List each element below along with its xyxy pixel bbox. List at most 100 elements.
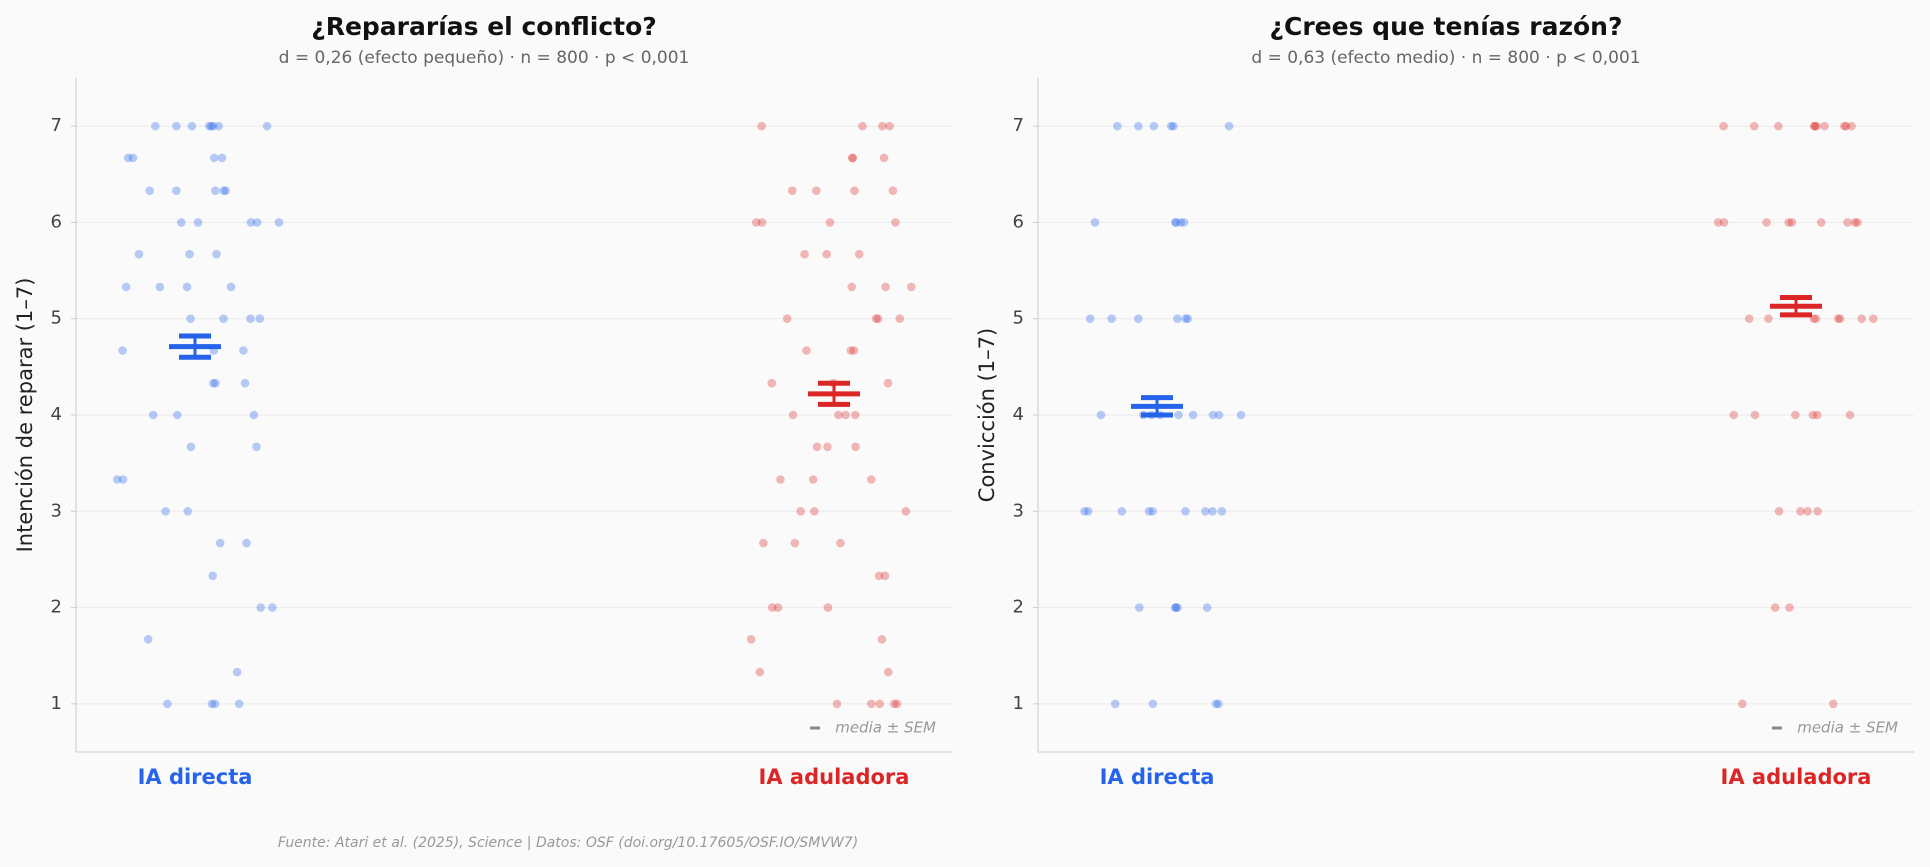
y-tick-label: 1 bbox=[1013, 693, 1024, 714]
data-point bbox=[217, 153, 227, 163]
data-point bbox=[800, 249, 809, 259]
data-point bbox=[145, 186, 154, 195]
data-point bbox=[746, 635, 756, 644]
data-point bbox=[186, 314, 195, 324]
data-point bbox=[118, 475, 128, 484]
data-point bbox=[891, 218, 900, 227]
data-point bbox=[841, 410, 850, 420]
data-point bbox=[848, 153, 858, 163]
data-point bbox=[866, 699, 876, 709]
data-point bbox=[249, 410, 259, 420]
data-point bbox=[1183, 314, 1193, 324]
data-point bbox=[163, 699, 172, 709]
data-point bbox=[219, 314, 228, 324]
data-point bbox=[1774, 506, 1784, 516]
legend-label: media ± SEM bbox=[835, 719, 936, 737]
data-point bbox=[1796, 506, 1805, 516]
y-tick-label: 6 bbox=[51, 211, 62, 232]
data-point bbox=[1840, 121, 1849, 131]
data-point bbox=[1171, 218, 1181, 227]
data-point bbox=[256, 603, 266, 612]
data-point bbox=[875, 699, 885, 709]
data-point bbox=[252, 442, 261, 452]
data-point bbox=[1813, 506, 1822, 516]
data-point bbox=[221, 186, 231, 195]
data-point bbox=[1812, 410, 1822, 420]
data-point bbox=[239, 346, 248, 355]
data-point bbox=[121, 282, 131, 292]
data-point bbox=[1236, 410, 1246, 420]
data-point bbox=[112, 475, 122, 484]
data-point bbox=[767, 603, 777, 612]
data-point bbox=[1107, 314, 1116, 324]
data-point bbox=[246, 218, 256, 227]
data-point bbox=[1808, 410, 1818, 420]
data-point bbox=[134, 249, 144, 259]
y-tick-label: 4 bbox=[1013, 404, 1024, 425]
data-point bbox=[193, 218, 203, 227]
data-point bbox=[1749, 121, 1759, 131]
data-point bbox=[755, 667, 765, 677]
data-point bbox=[155, 282, 165, 292]
data-point bbox=[873, 314, 883, 324]
data-point bbox=[1166, 121, 1176, 131]
data-point bbox=[1117, 506, 1127, 516]
data-point bbox=[1173, 603, 1182, 612]
data-point bbox=[219, 186, 229, 195]
data-point bbox=[185, 249, 194, 259]
data-point bbox=[1869, 314, 1878, 324]
data-point bbox=[1080, 506, 1089, 516]
data-point bbox=[1181, 314, 1191, 324]
data-point bbox=[885, 121, 894, 131]
data-point bbox=[880, 571, 890, 581]
data-point bbox=[215, 538, 225, 548]
data-point bbox=[901, 506, 911, 516]
data-point bbox=[892, 699, 902, 709]
y-tick-label: 4 bbox=[51, 404, 62, 425]
category-label: IA directa bbox=[1100, 765, 1215, 789]
data-point bbox=[211, 186, 220, 195]
data-point bbox=[1173, 314, 1182, 324]
y-tick-label: 7 bbox=[1013, 115, 1024, 136]
data-point bbox=[183, 506, 192, 516]
data-point bbox=[1738, 699, 1747, 709]
data-point bbox=[907, 282, 916, 292]
y-tick-label: 2 bbox=[51, 597, 62, 618]
data-point bbox=[1811, 314, 1821, 324]
data-point bbox=[1169, 121, 1178, 131]
source: Fuente: Atari et al. (2025), Science | D… bbox=[278, 835, 858, 851]
data-point bbox=[204, 121, 214, 131]
data-point bbox=[128, 153, 138, 163]
chart-title: ¿Crees que tenías razón? bbox=[1270, 12, 1623, 41]
data-point bbox=[1764, 314, 1773, 324]
data-point bbox=[1113, 121, 1122, 131]
data-point bbox=[889, 699, 899, 709]
data-point bbox=[823, 442, 832, 452]
y-tick-label: 3 bbox=[51, 500, 62, 521]
data-point bbox=[1787, 218, 1797, 227]
data-point bbox=[1208, 410, 1218, 420]
data-point bbox=[172, 121, 181, 131]
data-point bbox=[1135, 603, 1144, 612]
data-point bbox=[884, 667, 893, 677]
data-point bbox=[1211, 699, 1221, 709]
data-point bbox=[148, 410, 158, 420]
data-point bbox=[832, 699, 842, 709]
data-point bbox=[802, 346, 811, 355]
data-point bbox=[881, 282, 890, 292]
data-point bbox=[1208, 506, 1217, 516]
data-point bbox=[226, 282, 236, 292]
data-point bbox=[1214, 699, 1223, 709]
data-point bbox=[788, 410, 798, 420]
data-point bbox=[812, 442, 822, 452]
data-point bbox=[757, 121, 766, 131]
data-point bbox=[1816, 218, 1826, 227]
data-point bbox=[808, 475, 818, 484]
data-point bbox=[255, 314, 265, 324]
data-point bbox=[1181, 506, 1190, 516]
data-point bbox=[1170, 218, 1180, 227]
data-point bbox=[874, 571, 884, 581]
data-point bbox=[212, 249, 221, 259]
data-point bbox=[1174, 410, 1183, 420]
data-point bbox=[823, 603, 833, 612]
